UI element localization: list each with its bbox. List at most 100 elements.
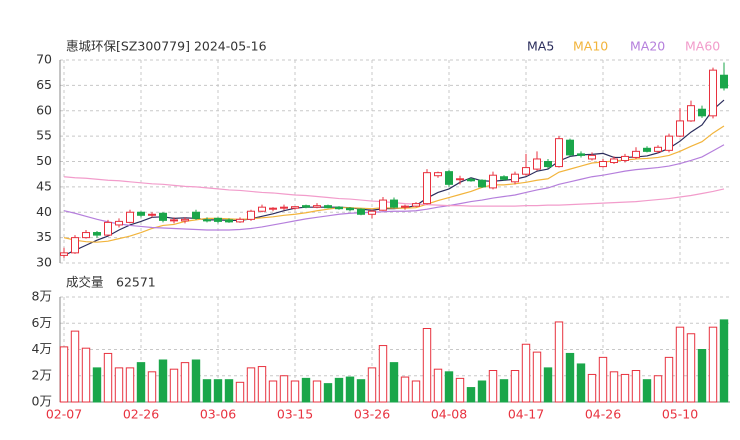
y-tick-label: 60 <box>36 102 52 117</box>
y-tick-label: 0万 <box>32 394 52 409</box>
volume-bar <box>510 370 520 403</box>
x-tick-label: 03-06 <box>200 407 236 422</box>
candle-body <box>456 178 464 181</box>
volume-bar <box>125 367 135 403</box>
volume-bar <box>70 330 80 403</box>
volume-bar <box>455 377 465 403</box>
candle-body <box>720 74 728 89</box>
candle-body <box>632 150 640 158</box>
candle-body <box>137 211 145 216</box>
volume-bar <box>554 321 564 403</box>
legend-label: MA20 <box>630 39 665 54</box>
candle-body <box>610 158 618 164</box>
volume-bar <box>565 352 575 403</box>
candle-body <box>126 211 134 223</box>
candle-body <box>643 147 651 152</box>
volume-bar <box>103 352 113 403</box>
candle-body <box>687 105 695 122</box>
volume-bar <box>686 333 696 403</box>
y-tick-label: 70 <box>36 52 52 67</box>
volume-bar <box>367 367 377 403</box>
volume-bar <box>257 366 267 403</box>
x-tick-label: 05-10 <box>662 407 698 422</box>
volume-title: 成交量 <box>66 275 104 290</box>
volume-bar <box>224 379 234 403</box>
volume-bar <box>598 356 608 403</box>
candle-body <box>654 146 662 152</box>
volume-bar <box>422 328 432 403</box>
x-tick-label: 03-15 <box>277 407 313 422</box>
volume-bar <box>444 371 454 403</box>
candle-body <box>401 205 409 208</box>
y-tick-label: 8万 <box>32 289 52 304</box>
x-tick-label: 04-08 <box>431 407 467 422</box>
volume-bar <box>466 387 476 403</box>
volume-bar <box>169 368 179 403</box>
ma-line <box>63 99 725 256</box>
y-tick-label: 2万 <box>32 367 52 382</box>
volume-bar <box>334 377 344 403</box>
volume-bar <box>664 356 674 403</box>
candle-body <box>478 179 486 188</box>
candle-body <box>412 203 420 207</box>
volume-bar <box>488 370 498 403</box>
candle-body <box>82 232 90 239</box>
volume-bar <box>114 367 124 403</box>
y-tick-label: 55 <box>36 128 52 143</box>
candle-body <box>698 108 706 117</box>
candle-body <box>588 154 596 160</box>
legend-label: MA5 <box>527 39 554 54</box>
y-tick-label: 45 <box>36 178 52 193</box>
candle-body <box>313 205 321 208</box>
candle-body <box>269 207 277 210</box>
volume-bar <box>246 367 256 403</box>
volume-bar <box>323 383 333 403</box>
candle-body <box>709 69 717 117</box>
volume-bar <box>356 379 366 403</box>
candle-body <box>599 161 607 168</box>
volume-bar <box>631 370 641 403</box>
volume-bar <box>521 343 531 403</box>
volume-bar <box>147 371 157 403</box>
volume-bar <box>268 380 278 403</box>
y-tick-label: 30 <box>36 255 52 270</box>
volume-bar <box>642 379 652 403</box>
candle-body <box>247 210 255 220</box>
volume-bar <box>653 375 663 403</box>
candle-body <box>577 153 585 156</box>
volume-bar <box>477 380 487 403</box>
candle-body <box>489 174 497 189</box>
candle-body <box>423 172 431 205</box>
candle-body <box>291 206 299 209</box>
volume-bar <box>697 349 707 403</box>
candle-body <box>71 237 79 254</box>
candle-body <box>566 139 574 156</box>
candle-body <box>511 173 519 183</box>
legend-label: MA60 <box>685 39 720 54</box>
volume-bar <box>576 363 586 403</box>
volume-bar <box>532 351 542 403</box>
candle-body <box>533 158 541 170</box>
y-tick-label: 4万 <box>32 341 52 356</box>
x-tick-label: 04-17 <box>508 407 544 422</box>
candle-body <box>544 161 552 168</box>
volume-bar <box>180 362 190 403</box>
volume-bar <box>433 368 443 403</box>
x-tick-label: 02-26 <box>123 407 159 422</box>
volume-bar <box>312 380 322 403</box>
volume-bar <box>235 381 245 403</box>
volume-bar <box>719 319 729 403</box>
candle-body <box>434 172 442 177</box>
volume-bar <box>279 375 289 403</box>
candle-body <box>621 155 629 161</box>
candle-body <box>181 218 189 222</box>
volume-bar <box>609 371 619 403</box>
volume-bar <box>213 379 223 403</box>
volume-bar <box>59 346 69 403</box>
y-tick-label: 40 <box>36 204 52 219</box>
candle-body <box>522 167 530 175</box>
candle-body <box>467 178 475 182</box>
volume-bar <box>389 362 399 403</box>
candle-body <box>335 206 343 210</box>
candle-body <box>357 208 365 215</box>
